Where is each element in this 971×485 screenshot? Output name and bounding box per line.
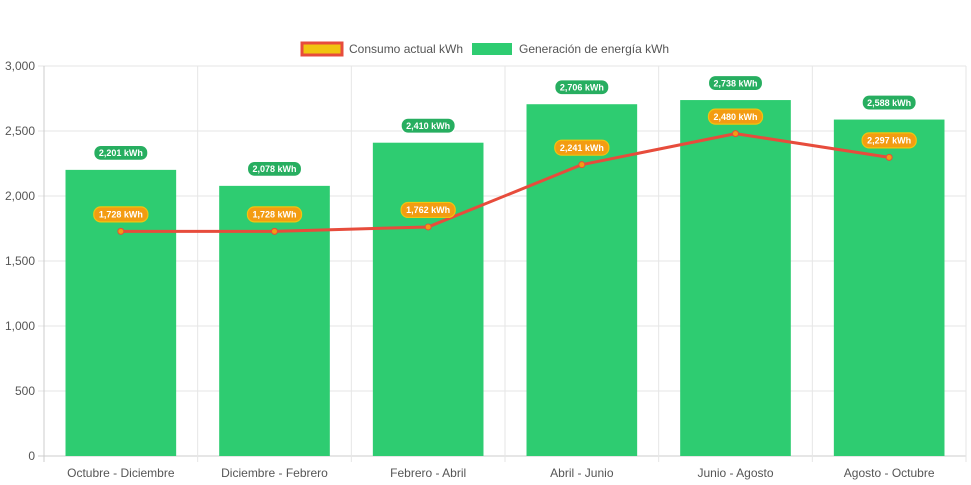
bar[interactable] xyxy=(372,142,484,456)
bar-data-label-bg xyxy=(861,94,917,111)
line-data-label: 2,241 kWh xyxy=(560,143,604,153)
legend-swatch-consumo xyxy=(300,41,344,57)
consumo-line xyxy=(120,132,890,233)
x-tick-label: Diciembre - Febrero xyxy=(221,466,328,480)
line-data-label: 1,728 kWh xyxy=(99,210,143,220)
bar-data-label: 2,201 kWh xyxy=(99,148,143,158)
bar[interactable] xyxy=(833,119,945,456)
y-tick-label: 3,000 xyxy=(5,59,35,73)
line-data-label: 2,297 kWh xyxy=(867,136,911,146)
grid xyxy=(38,65,967,462)
bar-data-label: 2,588 kWh xyxy=(867,98,911,108)
line-data-label-bg xyxy=(93,206,149,223)
axes: 0 500 1,000 1,500 2,000 2,500 3,000 Octubre - D… xyxy=(5,59,935,480)
bar-data-label-bg xyxy=(93,144,149,161)
bar-data-label: 2,738 kWh xyxy=(713,78,757,88)
line-data-label-bg xyxy=(554,139,610,156)
x-tick-label: Febrero - Abril xyxy=(390,466,466,480)
line-point[interactable] xyxy=(424,223,432,231)
bar-data-label-bg xyxy=(246,160,303,177)
line-point[interactable] xyxy=(578,161,586,169)
bar[interactable] xyxy=(219,185,330,457)
y-tick-label: 2,000 xyxy=(5,189,35,203)
x-tick-label: Abril - Junio xyxy=(550,466,614,480)
line-data-label: 2,480 kWh xyxy=(713,112,757,122)
line-point[interactable] xyxy=(732,130,739,138)
bar[interactable] xyxy=(680,100,791,456)
y-tick-label: 1,500 xyxy=(5,254,35,268)
line-data-label-bg xyxy=(400,201,456,219)
bar-data-label: 2,078 kWh xyxy=(252,164,296,174)
legend-swatch-generacion xyxy=(472,43,512,55)
bar-data-label: 2,706 kWh xyxy=(560,82,604,92)
line-series xyxy=(117,130,893,235)
y-tick-label: 1,000 xyxy=(5,319,35,333)
x-tick-label: Junio - Agosto xyxy=(697,466,773,480)
bar-data-label-bg xyxy=(707,74,764,92)
y-tick-label: 0 xyxy=(28,449,35,463)
y-tick-label: 500 xyxy=(15,384,35,398)
x-tick-label: Agosto - Octubre xyxy=(844,466,935,480)
legend-label-consumo[interactable]: Consumo actual kWh xyxy=(349,42,463,56)
legend-label-generacion[interactable]: Generación de energía kWh xyxy=(519,42,669,56)
line-data-label-bg xyxy=(707,108,764,125)
bar-data-label-bg xyxy=(554,79,610,96)
line-point[interactable] xyxy=(885,153,893,161)
line-point[interactable] xyxy=(271,227,278,235)
line-data-label: 1,762 kWh xyxy=(406,205,450,215)
line-point[interactable] xyxy=(117,227,125,235)
line-data-label-bg xyxy=(246,206,303,223)
line-data-label: 1,728 kWh xyxy=(252,210,296,220)
line-data-label-bg xyxy=(861,132,917,149)
bar-data-label: 2,410 kWh xyxy=(406,121,450,131)
data-labels: 2,201 kWh 2,078 kWh 2,410 kWh 2,706 kWh 2,73… xyxy=(93,74,917,223)
bar-data-label-bg xyxy=(400,117,456,134)
y-tick-label: 2,500 xyxy=(5,124,35,138)
bars xyxy=(65,100,945,457)
legend[interactable]: Consumo actual kWh Generación de energía … xyxy=(300,41,669,57)
x-tick-label: Octubre - Diciembre xyxy=(67,466,175,480)
